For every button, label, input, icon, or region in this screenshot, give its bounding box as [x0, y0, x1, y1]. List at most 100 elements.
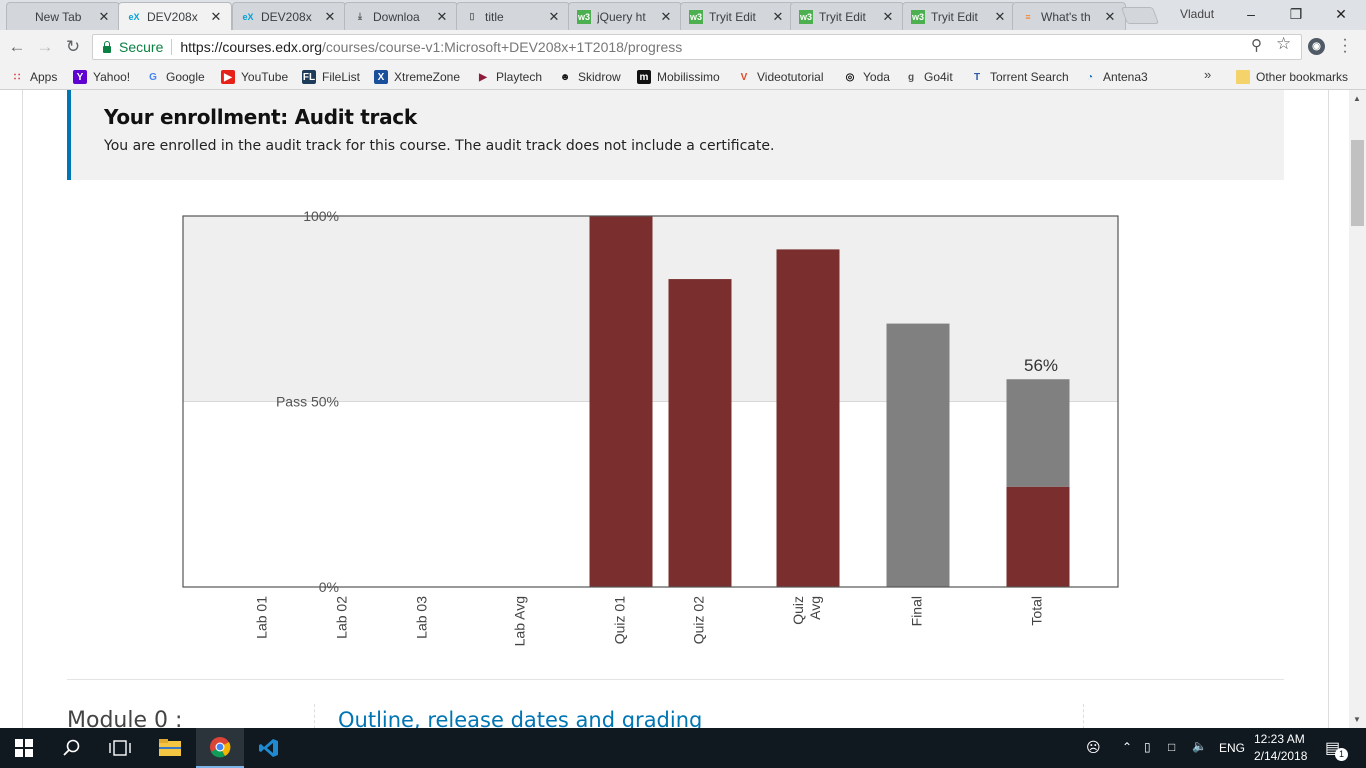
bookmark-item[interactable]: Y Yahoo!	[73, 68, 130, 86]
page-scrollbar[interactable]: ▲ ▼	[1349, 90, 1366, 728]
task-view-icon[interactable]	[96, 728, 144, 768]
bookmark-label: XtremeZone	[394, 70, 461, 84]
bookmark-item[interactable]: T Torrent Search	[970, 68, 1069, 86]
xtremezone-icon: X	[374, 70, 388, 84]
bookmark-label: Go4it	[924, 70, 953, 84]
network-icon[interactable]: □	[1168, 740, 1176, 754]
close-window-icon[interactable]: ✕	[1335, 6, 1347, 22]
page-icon: ▯	[469, 11, 475, 21]
browser-tab[interactable]: eX DEV208x ✕	[232, 2, 346, 30]
bookmark-item[interactable]: ∷ Apps	[10, 68, 58, 86]
bookmark-item[interactable]: G Google	[146, 68, 205, 86]
bookmark-label: Yahoo!	[93, 70, 131, 84]
close-tab-icon[interactable]: ✕	[1104, 8, 1116, 24]
menu-icon[interactable]: · · ·	[1342, 31, 1348, 60]
zoom-icon[interactable]: ⚲	[1251, 37, 1262, 54]
file-explorer-icon[interactable]	[146, 728, 194, 768]
x-tick-label: Lab 03	[414, 596, 430, 639]
mobilissimo-icon: m	[637, 70, 651, 84]
scroll-thumb[interactable]	[1351, 140, 1364, 226]
browser-tab[interactable]: w3 Tryit Edit ✕	[790, 2, 904, 30]
y-tick-label: Pass 50%	[276, 394, 339, 410]
address-bar[interactable]: Secure https://courses.edx.org/courses/c…	[92, 34, 1302, 60]
chrome-taskbar-icon[interactable]	[196, 728, 244, 768]
antena3-icon: ◔	[1086, 71, 1094, 83]
volume-icon[interactable]: 🔈	[1192, 739, 1207, 753]
lock-icon	[101, 41, 113, 53]
close-tab-icon[interactable]: ✕	[210, 8, 222, 24]
score-bar	[589, 216, 653, 587]
other-bookmarks[interactable]: Other bookmarks	[1236, 68, 1348, 86]
torrent-icon: T	[973, 71, 981, 83]
tab-strip: New Tab ✕ eX DEV208x ✕ eX DEV208x ✕ ⤓ Downloa ✕ ▯ ti…	[0, 0, 1366, 30]
x-tick-label: Final	[909, 596, 925, 626]
clock-date[interactable]: 2/14/2018	[1254, 749, 1308, 763]
close-tab-icon[interactable]: ✕	[548, 8, 560, 24]
scroll-up-icon[interactable]: ▲	[1353, 94, 1361, 103]
close-tab-icon[interactable]: ✕	[436, 8, 448, 24]
filelist-icon: FL	[302, 70, 316, 84]
browser-tab[interactable]: w3 Tryit Edit ✕	[680, 2, 794, 30]
column-divider	[1083, 704, 1084, 728]
bookmark-label: FileList	[322, 70, 361, 84]
bookmark-item[interactable]: m Mobilissimo	[637, 68, 720, 86]
close-tab-icon[interactable]: ✕	[882, 8, 894, 24]
browser-tab[interactable]: ⤓ Downloa ✕	[344, 2, 458, 30]
close-tab-icon[interactable]: ✕	[772, 8, 784, 24]
browser-tab[interactable]: w3 Tryit Edit ✕	[902, 2, 1016, 30]
x-tick-label: Lab 01	[254, 596, 270, 639]
bookmark-item[interactable]: ☻ Skidrow	[558, 68, 621, 86]
browser-toolbar: ← → ↻ Secure https://courses.edx.org/cou…	[0, 30, 1366, 64]
tray-overflow-icon[interactable]: ⌃	[1122, 740, 1133, 754]
bookmark-label: Mobilissimo	[657, 70, 720, 84]
bookmarks-overflow-button[interactable]: »	[1204, 67, 1212, 82]
close-tab-icon[interactable]: ✕	[660, 8, 672, 24]
notification-count: 1	[1335, 748, 1348, 761]
new-tab-button[interactable]	[1120, 7, 1160, 24]
bookmark-item[interactable]: g Go4it	[904, 68, 953, 86]
reload-icon[interactable]: ↻	[65, 37, 81, 56]
profile-name[interactable]: Vladut	[1180, 7, 1215, 21]
browser-tab[interactable]: w3 jQuery ht ✕	[568, 2, 682, 30]
extension-icon[interactable]: ◉	[1308, 38, 1325, 55]
power-icon[interactable]: ▯	[1144, 740, 1151, 754]
google-icon: G	[149, 71, 157, 83]
bookmark-item[interactable]: V Videotutorial	[737, 68, 824, 86]
download-icon: ⤓	[358, 11, 362, 21]
start-icon[interactable]	[0, 728, 48, 768]
bookmark-item[interactable]: ▶ Playtech	[476, 68, 542, 86]
people-icon[interactable]: ☹	[1086, 739, 1101, 755]
stackoverflow-icon: ≡	[1025, 11, 1031, 22]
bookmark-item[interactable]: ▶ YouTube	[221, 68, 288, 86]
bookmark-star-icon[interactable]: ☆	[1276, 34, 1292, 53]
bookmark-label: Google	[166, 70, 205, 84]
url-path: /courses/course-v1:Microsoft+DEV208x+1T2…	[322, 39, 683, 55]
browser-tab[interactable]: New Tab ✕	[6, 2, 120, 30]
browser-tab[interactable]: eX DEV208x ✕	[118, 2, 232, 30]
close-tab-icon[interactable]: ✕	[98, 8, 110, 24]
bookmark-item[interactable]: FL FileList	[302, 68, 360, 86]
back-icon[interactable]: ←	[8, 37, 26, 56]
minimize-icon[interactable]: –	[1247, 6, 1255, 22]
bookmark-item[interactable]: ◎ Yoda	[843, 68, 890, 86]
language-indicator[interactable]: ENG	[1219, 741, 1246, 755]
clock-time[interactable]: 12:23 AM	[1254, 732, 1305, 746]
browser-tab[interactable]: ≡ What's th ✕	[1012, 2, 1126, 30]
videotutorial-icon: V	[740, 71, 748, 83]
forward-icon[interactable]: →	[36, 37, 54, 56]
browser-tab[interactable]: ▯ title ✕	[456, 2, 570, 30]
restore-icon[interactable]: ❐	[1289, 6, 1303, 22]
bookmark-item[interactable]: X XtremeZone	[374, 68, 460, 86]
search-icon[interactable]	[48, 728, 96, 768]
vscode-taskbar-icon[interactable]	[245, 728, 293, 768]
scroll-down-icon[interactable]: ▼	[1353, 715, 1361, 724]
section-link[interactable]: Outline, release dates and grading	[338, 708, 703, 728]
bookmark-label: Antena3	[1103, 70, 1148, 84]
secure-label: Secure	[119, 39, 164, 55]
bookmark-item[interactable]: ◔ Antena3	[1083, 68, 1148, 86]
close-tab-icon[interactable]: ✕	[994, 8, 1006, 24]
x-tick-label: Lab Avg	[512, 596, 528, 646]
bookmarks-bar: ∷ Apps Y Yahoo! G Google ▶ YouTube FL FileList X Xt…	[0, 64, 1366, 90]
close-tab-icon[interactable]: ✕	[324, 8, 336, 24]
bookmark-label: Apps	[30, 70, 58, 84]
